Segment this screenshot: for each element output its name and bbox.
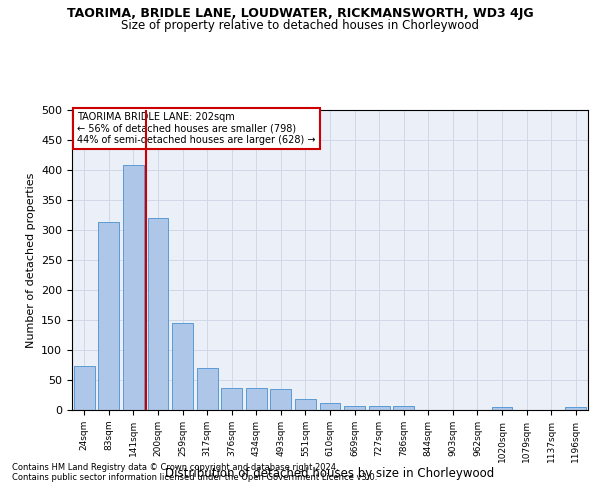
Text: Contains public sector information licensed under the Open Government Licence v3: Contains public sector information licen… bbox=[12, 474, 377, 482]
Text: TAORIMA BRIDLE LANE: 202sqm
← 56% of detached houses are smaller (798)
44% of se: TAORIMA BRIDLE LANE: 202sqm ← 56% of det… bbox=[77, 112, 316, 144]
Text: Contains HM Land Registry data © Crown copyright and database right 2024.: Contains HM Land Registry data © Crown c… bbox=[12, 464, 338, 472]
Bar bbox=[148, 218, 169, 410]
Bar bbox=[491, 407, 512, 410]
Text: TAORIMA, BRIDLE LANE, LOUDWATER, RICKMANSWORTH, WD3 4JG: TAORIMA, BRIDLE LANE, LOUDWATER, RICKMAN… bbox=[67, 8, 533, 20]
Bar bbox=[74, 366, 95, 410]
Text: Size of property relative to detached houses in Chorleywood: Size of property relative to detached ho… bbox=[121, 19, 479, 32]
Bar bbox=[295, 399, 316, 410]
Y-axis label: Number of detached properties: Number of detached properties bbox=[26, 172, 35, 348]
Bar bbox=[221, 388, 242, 410]
Bar bbox=[393, 406, 414, 410]
Bar bbox=[320, 403, 340, 410]
Bar bbox=[123, 165, 144, 410]
Bar bbox=[368, 406, 389, 410]
Bar bbox=[246, 388, 267, 410]
Bar bbox=[344, 406, 365, 410]
Bar bbox=[172, 323, 193, 410]
Bar bbox=[565, 407, 586, 410]
Bar bbox=[98, 222, 119, 410]
X-axis label: Distribution of detached houses by size in Chorleywood: Distribution of detached houses by size … bbox=[166, 468, 494, 480]
Bar bbox=[197, 368, 218, 410]
Bar bbox=[271, 389, 292, 410]
